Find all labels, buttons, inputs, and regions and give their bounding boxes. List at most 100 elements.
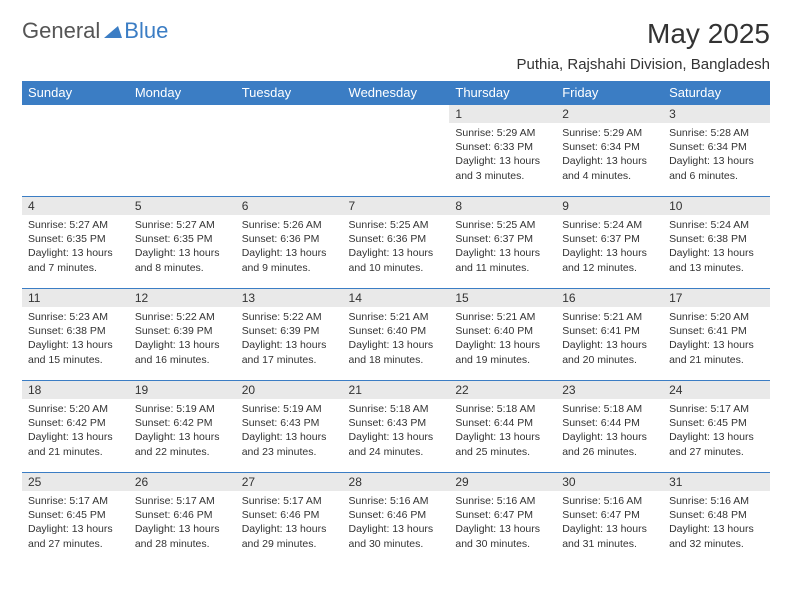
calendar-day-cell: 11Sunrise: 5:23 AMSunset: 6:38 PMDayligh…: [22, 289, 129, 381]
sunset-text: Sunset: 6:33 PM: [455, 140, 550, 154]
location-text: Puthia, Rajshahi Division, Bangladesh: [517, 56, 770, 73]
logo: General Blue: [22, 18, 168, 44]
calendar-day-cell: 30Sunrise: 5:16 AMSunset: 6:47 PMDayligh…: [556, 473, 663, 565]
daylight-line-1: Daylight: 13 hours: [28, 430, 123, 444]
day-details: Sunrise: 5:27 AMSunset: 6:35 PMDaylight:…: [22, 215, 129, 279]
daylight-line-2: and 20 minutes.: [562, 353, 657, 367]
day-number: 19: [129, 381, 236, 399]
calendar-day-cell: 28Sunrise: 5:16 AMSunset: 6:46 PMDayligh…: [343, 473, 450, 565]
day-number: 22: [449, 381, 556, 399]
daylight-line-1: Daylight: 13 hours: [28, 338, 123, 352]
day-details: Sunrise: 5:28 AMSunset: 6:34 PMDaylight:…: [663, 123, 770, 187]
sunset-text: Sunset: 6:46 PM: [242, 508, 337, 522]
day-details: Sunrise: 5:24 AMSunset: 6:38 PMDaylight:…: [663, 215, 770, 279]
day-details: Sunrise: 5:29 AMSunset: 6:33 PMDaylight:…: [449, 123, 556, 187]
header-friday: Friday: [556, 81, 663, 105]
daylight-line-1: Daylight: 13 hours: [669, 522, 764, 536]
daylight-line-2: and 30 minutes.: [455, 537, 550, 551]
day-number: 6: [236, 197, 343, 215]
calendar-day-cell: 4Sunrise: 5:27 AMSunset: 6:35 PMDaylight…: [22, 197, 129, 289]
daylight-line-2: and 25 minutes.: [455, 445, 550, 459]
sunset-text: Sunset: 6:42 PM: [135, 416, 230, 430]
day-number: 11: [22, 289, 129, 307]
day-number: 24: [663, 381, 770, 399]
sunrise-text: Sunrise: 5:21 AM: [562, 310, 657, 324]
daylight-line-2: and 28 minutes.: [135, 537, 230, 551]
daylight-line-2: and 23 minutes.: [242, 445, 337, 459]
daylight-line-2: and 10 minutes.: [349, 261, 444, 275]
calendar-table: Sunday Monday Tuesday Wednesday Thursday…: [22, 81, 770, 565]
day-number: 27: [236, 473, 343, 491]
day-details: Sunrise: 5:21 AMSunset: 6:40 PMDaylight:…: [343, 307, 450, 371]
header-thursday: Thursday: [449, 81, 556, 105]
calendar-day-cell: 23Sunrise: 5:18 AMSunset: 6:44 PMDayligh…: [556, 381, 663, 473]
calendar-day-cell: 2Sunrise: 5:29 AMSunset: 6:34 PMDaylight…: [556, 105, 663, 197]
day-number: 29: [449, 473, 556, 491]
daylight-line-1: Daylight: 13 hours: [349, 430, 444, 444]
calendar-day-cell: [22, 105, 129, 197]
day-details: Sunrise: 5:18 AMSunset: 6:44 PMDaylight:…: [449, 399, 556, 463]
daylight-line-2: and 8 minutes.: [135, 261, 230, 275]
day-details: Sunrise: 5:20 AMSunset: 6:41 PMDaylight:…: [663, 307, 770, 371]
day-details: Sunrise: 5:16 AMSunset: 6:46 PMDaylight:…: [343, 491, 450, 555]
sunrise-text: Sunrise: 5:24 AM: [562, 218, 657, 232]
daylight-line-1: Daylight: 13 hours: [669, 246, 764, 260]
sunrise-text: Sunrise: 5:27 AM: [135, 218, 230, 232]
daylight-line-1: Daylight: 13 hours: [135, 246, 230, 260]
sunset-text: Sunset: 6:39 PM: [135, 324, 230, 338]
day-details: Sunrise: 5:19 AMSunset: 6:42 PMDaylight:…: [129, 399, 236, 463]
sunrise-text: Sunrise: 5:24 AM: [669, 218, 764, 232]
sunrise-text: Sunrise: 5:25 AM: [455, 218, 550, 232]
daylight-line-2: and 18 minutes.: [349, 353, 444, 367]
sunrise-text: Sunrise: 5:29 AM: [562, 126, 657, 140]
daylight-line-2: and 31 minutes.: [562, 537, 657, 551]
day-number: 25: [22, 473, 129, 491]
daylight-line-1: Daylight: 13 hours: [669, 154, 764, 168]
day-details: Sunrise: 5:21 AMSunset: 6:41 PMDaylight:…: [556, 307, 663, 371]
sunset-text: Sunset: 6:46 PM: [349, 508, 444, 522]
sunset-text: Sunset: 6:36 PM: [242, 232, 337, 246]
calendar-day-cell: 7Sunrise: 5:25 AMSunset: 6:36 PMDaylight…: [343, 197, 450, 289]
day-details: Sunrise: 5:25 AMSunset: 6:37 PMDaylight:…: [449, 215, 556, 279]
daylight-line-2: and 29 minutes.: [242, 537, 337, 551]
day-details: Sunrise: 5:16 AMSunset: 6:47 PMDaylight:…: [556, 491, 663, 555]
daylight-line-1: Daylight: 13 hours: [562, 522, 657, 536]
sunrise-text: Sunrise: 5:17 AM: [669, 402, 764, 416]
sunset-text: Sunset: 6:45 PM: [669, 416, 764, 430]
calendar-day-cell: 6Sunrise: 5:26 AMSunset: 6:36 PMDaylight…: [236, 197, 343, 289]
daylight-line-1: Daylight: 13 hours: [349, 522, 444, 536]
sunset-text: Sunset: 6:44 PM: [455, 416, 550, 430]
calendar-day-cell: 14Sunrise: 5:21 AMSunset: 6:40 PMDayligh…: [343, 289, 450, 381]
sunrise-text: Sunrise: 5:18 AM: [455, 402, 550, 416]
day-number: 3: [663, 105, 770, 123]
day-details: Sunrise: 5:20 AMSunset: 6:42 PMDaylight:…: [22, 399, 129, 463]
sunrise-text: Sunrise: 5:26 AM: [242, 218, 337, 232]
day-number: 21: [343, 381, 450, 399]
daylight-line-1: Daylight: 13 hours: [135, 522, 230, 536]
daylight-line-2: and 4 minutes.: [562, 169, 657, 183]
calendar-day-cell: [129, 105, 236, 197]
daylight-line-1: Daylight: 13 hours: [242, 522, 337, 536]
sunset-text: Sunset: 6:40 PM: [349, 324, 444, 338]
day-number: 2: [556, 105, 663, 123]
sunset-text: Sunset: 6:42 PM: [28, 416, 123, 430]
sunset-text: Sunset: 6:44 PM: [562, 416, 657, 430]
sunrise-text: Sunrise: 5:16 AM: [669, 494, 764, 508]
day-number: 16: [556, 289, 663, 307]
daylight-line-1: Daylight: 13 hours: [455, 338, 550, 352]
day-number: 17: [663, 289, 770, 307]
calendar-day-cell: 13Sunrise: 5:22 AMSunset: 6:39 PMDayligh…: [236, 289, 343, 381]
day-details: Sunrise: 5:18 AMSunset: 6:43 PMDaylight:…: [343, 399, 450, 463]
calendar-day-cell: [343, 105, 450, 197]
header-saturday: Saturday: [663, 81, 770, 105]
daylight-line-2: and 26 minutes.: [562, 445, 657, 459]
day-details: Sunrise: 5:23 AMSunset: 6:38 PMDaylight:…: [22, 307, 129, 371]
daylight-line-2: and 27 minutes.: [28, 537, 123, 551]
daylight-line-1: Daylight: 13 hours: [28, 246, 123, 260]
sunrise-text: Sunrise: 5:23 AM: [28, 310, 123, 324]
sunrise-text: Sunrise: 5:20 AM: [669, 310, 764, 324]
sunrise-text: Sunrise: 5:25 AM: [349, 218, 444, 232]
daylight-line-2: and 24 minutes.: [349, 445, 444, 459]
daylight-line-1: Daylight: 13 hours: [562, 430, 657, 444]
month-title: May 2025: [517, 18, 770, 50]
